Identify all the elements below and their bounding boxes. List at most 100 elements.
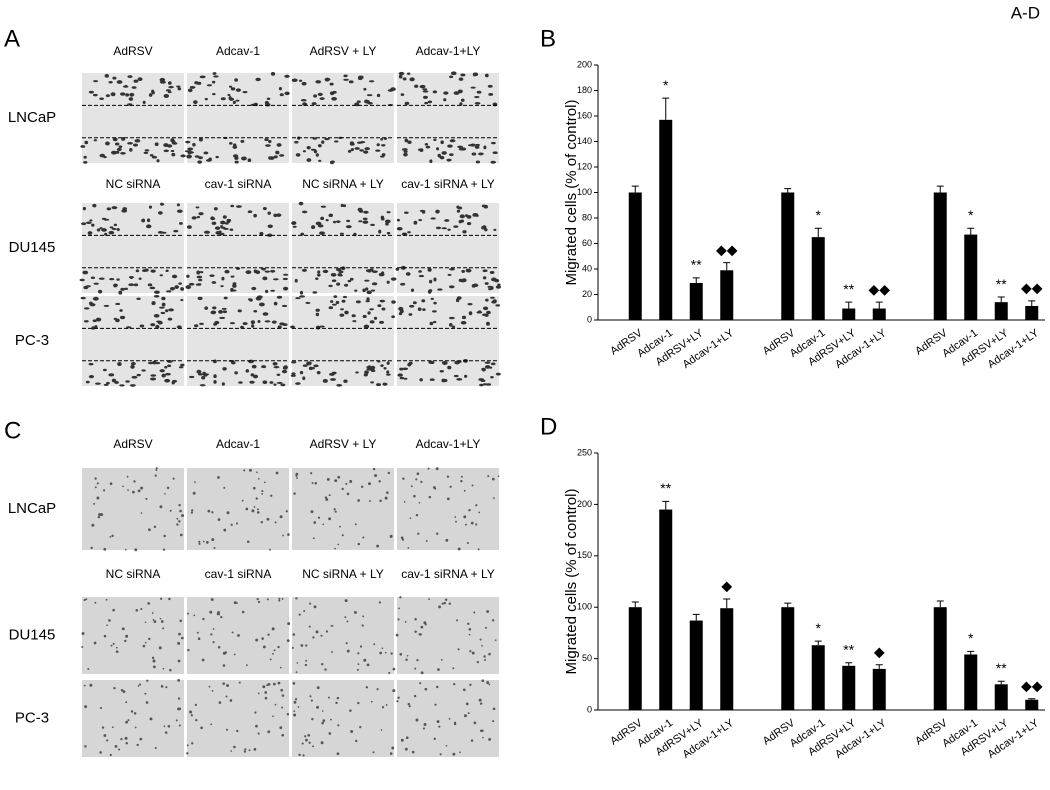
cell [87,231,93,235]
cell [81,222,87,226]
cell [296,662,299,664]
cell [441,227,447,230]
cell [287,533,290,536]
cell [428,598,430,601]
cell [124,84,128,88]
cell [83,155,87,159]
cell [208,685,211,688]
cell [317,92,323,96]
cell [167,81,172,85]
cell [141,369,146,372]
cell [253,486,256,490]
cell [90,276,96,280]
error-bar [997,680,1005,685]
cell [253,374,259,379]
cell [294,698,298,701]
cell [401,538,405,541]
cell [449,153,454,157]
cell [128,97,134,101]
cell [396,700,399,703]
cell [152,659,156,663]
cell [176,325,182,329]
cell [160,203,165,206]
cell [172,477,175,480]
cell [173,229,179,233]
cell [384,651,387,654]
cell [409,517,412,519]
cell [417,532,420,535]
cell [189,375,195,379]
cell [162,667,165,670]
cell [350,730,354,733]
cell [270,289,275,292]
cell [205,541,209,544]
cell [428,289,433,293]
column-label: NC siRNA + LY [302,567,383,581]
cell [282,323,288,326]
cell [142,100,146,105]
cell [469,650,472,653]
cell [386,231,391,235]
cell [214,320,220,325]
cell [138,277,142,280]
column-label: Adcav-1 [216,437,260,451]
cell [104,74,109,78]
cell [99,97,104,100]
cell [424,687,428,691]
cell [150,323,156,327]
cell [119,384,125,387]
cell [262,380,268,385]
cell [422,727,426,730]
cell [301,268,308,272]
cell [460,480,463,483]
cell [447,228,451,231]
cell [467,712,470,715]
cell [462,230,467,234]
cell [212,306,217,310]
cell [336,696,340,700]
cell [484,282,489,285]
cell [159,617,162,620]
error-bar [875,664,883,669]
bar [811,645,825,710]
cell [345,482,348,485]
cell [447,273,452,276]
column-label: cav-1 siRNA [205,177,272,191]
cell [251,324,255,328]
cell [341,487,344,491]
cell [413,494,416,498]
micrograph-bg [397,597,499,674]
cell [379,299,386,303]
cell [269,658,272,661]
cell [492,151,498,154]
cell [161,302,166,307]
cell [334,479,338,483]
cell [212,93,216,96]
cell [468,633,471,636]
cell [96,482,99,485]
cell [281,597,284,600]
cell [125,701,128,704]
cell [169,668,172,672]
cell [418,501,421,504]
cell [166,144,173,148]
cell [311,717,314,721]
cell [349,141,354,145]
cell [203,230,210,234]
cell [389,534,393,538]
cell [432,90,438,94]
cell [211,221,217,225]
cell [304,735,307,738]
cell [230,87,236,91]
significance-mark: ◆ [874,643,885,659]
error-bar [936,185,944,193]
cell [482,306,489,311]
cell [405,272,411,276]
cell [159,505,163,509]
cell [222,310,228,314]
cell [475,214,479,217]
cell [408,313,413,316]
cell [281,304,288,308]
cell [399,376,405,380]
cell [117,362,122,367]
